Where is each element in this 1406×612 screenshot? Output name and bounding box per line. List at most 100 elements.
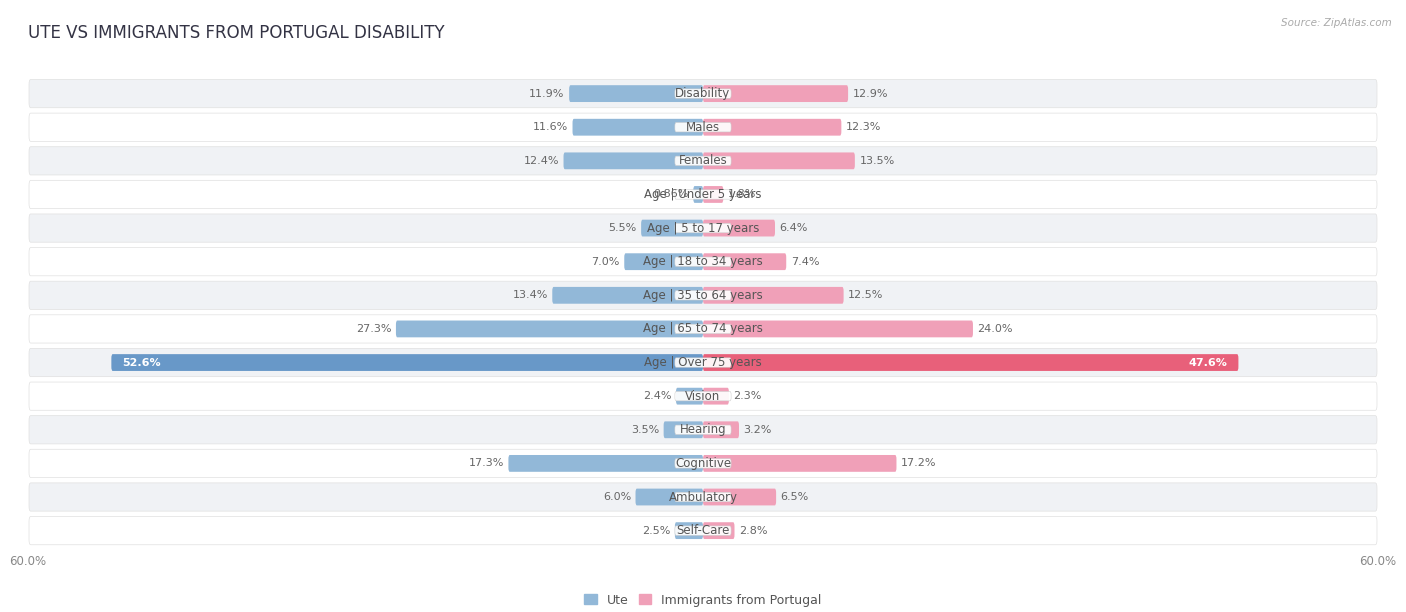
Text: 2.4%: 2.4% xyxy=(643,391,672,401)
FancyBboxPatch shape xyxy=(703,287,844,304)
FancyBboxPatch shape xyxy=(30,315,1376,343)
Text: 2.3%: 2.3% xyxy=(734,391,762,401)
Text: 52.6%: 52.6% xyxy=(122,357,162,368)
Text: 6.5%: 6.5% xyxy=(780,492,808,502)
Text: Age | 65 to 74 years: Age | 65 to 74 years xyxy=(643,323,763,335)
FancyBboxPatch shape xyxy=(564,152,703,170)
Text: Age | 5 to 17 years: Age | 5 to 17 years xyxy=(647,222,759,234)
FancyBboxPatch shape xyxy=(703,186,723,203)
FancyBboxPatch shape xyxy=(30,517,1376,545)
FancyBboxPatch shape xyxy=(509,455,703,472)
FancyBboxPatch shape xyxy=(30,483,1376,511)
Text: Age | Under 5 years: Age | Under 5 years xyxy=(644,188,762,201)
FancyBboxPatch shape xyxy=(703,488,776,506)
Text: 6.0%: 6.0% xyxy=(603,492,631,502)
FancyBboxPatch shape xyxy=(675,392,731,401)
FancyBboxPatch shape xyxy=(30,449,1376,477)
FancyBboxPatch shape xyxy=(675,122,731,132)
Text: 11.9%: 11.9% xyxy=(529,89,565,99)
Text: Males: Males xyxy=(686,121,720,134)
FancyBboxPatch shape xyxy=(569,85,703,102)
FancyBboxPatch shape xyxy=(30,382,1376,410)
FancyBboxPatch shape xyxy=(703,388,728,405)
Text: Age | 18 to 34 years: Age | 18 to 34 years xyxy=(643,255,763,268)
FancyBboxPatch shape xyxy=(30,348,1376,376)
Text: 7.4%: 7.4% xyxy=(790,256,820,267)
Text: Vision: Vision xyxy=(685,390,721,403)
Text: 27.3%: 27.3% xyxy=(356,324,391,334)
Text: Age | Over 75 years: Age | Over 75 years xyxy=(644,356,762,369)
Text: Ambulatory: Ambulatory xyxy=(668,490,738,504)
FancyBboxPatch shape xyxy=(636,488,703,506)
Text: 17.3%: 17.3% xyxy=(468,458,503,468)
FancyBboxPatch shape xyxy=(703,422,740,438)
FancyBboxPatch shape xyxy=(30,416,1376,444)
FancyBboxPatch shape xyxy=(703,321,973,337)
FancyBboxPatch shape xyxy=(641,220,703,236)
Text: 12.3%: 12.3% xyxy=(846,122,882,132)
FancyBboxPatch shape xyxy=(30,147,1376,175)
Text: 2.8%: 2.8% xyxy=(740,526,768,536)
Text: 11.6%: 11.6% xyxy=(533,122,568,132)
Text: 3.5%: 3.5% xyxy=(631,425,659,435)
FancyBboxPatch shape xyxy=(675,156,731,166)
Text: 0.86%: 0.86% xyxy=(654,190,689,200)
Text: Cognitive: Cognitive xyxy=(675,457,731,470)
FancyBboxPatch shape xyxy=(30,214,1376,242)
FancyBboxPatch shape xyxy=(572,119,703,136)
FancyBboxPatch shape xyxy=(624,253,703,270)
Text: 12.9%: 12.9% xyxy=(852,89,889,99)
FancyBboxPatch shape xyxy=(111,354,703,371)
Text: Disability: Disability xyxy=(675,87,731,100)
FancyBboxPatch shape xyxy=(693,186,703,203)
FancyBboxPatch shape xyxy=(30,80,1376,108)
Text: 1.8%: 1.8% xyxy=(728,190,756,200)
Text: 6.4%: 6.4% xyxy=(779,223,808,233)
FancyBboxPatch shape xyxy=(676,388,703,405)
FancyBboxPatch shape xyxy=(30,181,1376,209)
Text: Females: Females xyxy=(679,154,727,167)
Text: Source: ZipAtlas.com: Source: ZipAtlas.com xyxy=(1281,18,1392,28)
Text: 13.4%: 13.4% xyxy=(512,290,548,300)
Text: 3.2%: 3.2% xyxy=(744,425,772,435)
FancyBboxPatch shape xyxy=(675,89,731,99)
FancyBboxPatch shape xyxy=(703,85,848,102)
FancyBboxPatch shape xyxy=(675,223,731,233)
Text: 5.5%: 5.5% xyxy=(609,223,637,233)
Legend: Ute, Immigrants from Portugal: Ute, Immigrants from Portugal xyxy=(585,594,821,606)
Text: Hearing: Hearing xyxy=(679,424,727,436)
FancyBboxPatch shape xyxy=(675,358,731,367)
FancyBboxPatch shape xyxy=(703,522,734,539)
FancyBboxPatch shape xyxy=(396,321,703,337)
Text: 24.0%: 24.0% xyxy=(977,324,1012,334)
FancyBboxPatch shape xyxy=(703,220,775,236)
Text: 2.5%: 2.5% xyxy=(643,526,671,536)
Text: 47.6%: 47.6% xyxy=(1188,357,1227,368)
Text: Age | 35 to 64 years: Age | 35 to 64 years xyxy=(643,289,763,302)
FancyBboxPatch shape xyxy=(703,455,897,472)
Text: 7.0%: 7.0% xyxy=(592,256,620,267)
FancyBboxPatch shape xyxy=(30,248,1376,276)
FancyBboxPatch shape xyxy=(675,492,731,502)
FancyBboxPatch shape xyxy=(675,291,731,300)
Text: 12.5%: 12.5% xyxy=(848,290,883,300)
FancyBboxPatch shape xyxy=(30,281,1376,310)
FancyBboxPatch shape xyxy=(675,425,731,435)
Text: UTE VS IMMIGRANTS FROM PORTUGAL DISABILITY: UTE VS IMMIGRANTS FROM PORTUGAL DISABILI… xyxy=(28,24,444,42)
FancyBboxPatch shape xyxy=(675,458,731,468)
FancyBboxPatch shape xyxy=(553,287,703,304)
FancyBboxPatch shape xyxy=(675,257,731,266)
FancyBboxPatch shape xyxy=(675,526,731,536)
FancyBboxPatch shape xyxy=(703,152,855,170)
Text: 13.5%: 13.5% xyxy=(859,156,894,166)
Text: 17.2%: 17.2% xyxy=(901,458,936,468)
FancyBboxPatch shape xyxy=(703,354,1239,371)
FancyBboxPatch shape xyxy=(675,522,703,539)
FancyBboxPatch shape xyxy=(30,113,1376,141)
FancyBboxPatch shape xyxy=(703,119,841,136)
FancyBboxPatch shape xyxy=(703,253,786,270)
FancyBboxPatch shape xyxy=(664,422,703,438)
FancyBboxPatch shape xyxy=(675,190,731,199)
Text: Self-Care: Self-Care xyxy=(676,524,730,537)
Text: 12.4%: 12.4% xyxy=(523,156,560,166)
